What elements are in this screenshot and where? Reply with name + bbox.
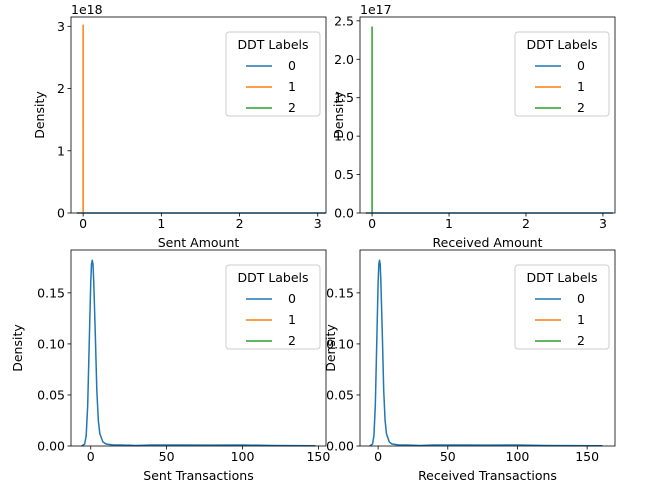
y-tick-label: 0.00 <box>37 439 65 454</box>
offset-text: 1e18 <box>71 2 103 17</box>
y-tick-label: 0.5 <box>334 167 354 182</box>
y-tick-label: 0.0 <box>334 206 354 221</box>
x-tick-label: 0 <box>87 449 95 464</box>
x-tick-label: 1 <box>445 216 453 231</box>
legend: DDT Labels 0 1 2 <box>515 265 609 349</box>
legend-label-1: 1 <box>577 79 585 94</box>
y-tick-label: 0.00 <box>326 439 354 454</box>
x-tick-label: 1 <box>157 216 165 231</box>
x-tick-label: 0 <box>374 449 382 464</box>
legend-label-1: 1 <box>288 312 296 327</box>
x-tick-label: 2 <box>522 216 530 231</box>
y-axis-label: Density <box>10 324 25 372</box>
y-tick-label: 3 <box>57 19 65 34</box>
x-axis-label: Received Transactions <box>418 468 557 483</box>
legend-title: DDT Labels <box>237 37 308 52</box>
legend: DDT Labels 0 1 2 <box>226 265 320 349</box>
legend-label-2: 2 <box>288 100 296 115</box>
y-axis-label: Density <box>32 91 47 139</box>
x-tick-label: 0 <box>79 216 87 231</box>
y-tick-label: 0.15 <box>326 285 354 300</box>
x-axis-label: Received Amount <box>433 235 543 250</box>
x-axis-label: Sent Transactions <box>143 468 253 483</box>
y-tick-label: 0.05 <box>37 387 65 402</box>
y-tick-label: 1 <box>57 143 65 158</box>
x-tick-label: 0 <box>368 216 376 231</box>
x-tick-label: 3 <box>314 216 322 231</box>
legend-title: DDT Labels <box>526 37 597 52</box>
legend-label-0: 0 <box>577 58 585 73</box>
subplot-1: 0 1 2 3 0 1 2 3 1e18 Sent Amount Density DDT Labels… <box>32 2 326 250</box>
y-tick-label: 2.0 <box>334 52 354 67</box>
legend-label-2: 2 <box>288 333 296 348</box>
legend-label-1: 1 <box>288 79 296 94</box>
x-tick-label: 100 <box>231 449 255 464</box>
legend-label-2: 2 <box>577 100 585 115</box>
legend-title: DDT Labels <box>526 270 597 285</box>
x-tick-label: 50 <box>159 449 175 464</box>
x-tick-label: 150 <box>575 449 599 464</box>
offset-text: 1e17 <box>360 2 392 17</box>
y-tick-label: 2 <box>57 81 65 96</box>
x-tick-label: 100 <box>506 449 530 464</box>
y-tick-label: 0.15 <box>37 285 65 300</box>
x-tick-label: 2 <box>236 216 244 231</box>
x-tick-label: 50 <box>440 449 456 464</box>
legend: DDT Labels 0 1 2 <box>515 32 609 116</box>
legend-label-2: 2 <box>577 333 585 348</box>
legend-label-0: 0 <box>577 291 585 306</box>
y-tick-label: 2.5 <box>334 13 354 28</box>
y-tick-label: 0.10 <box>37 336 65 351</box>
y-tick-label: 0.05 <box>326 387 354 402</box>
x-tick-label: 3 <box>599 216 607 231</box>
y-tick-label: 0 <box>57 206 65 221</box>
legend-label-0: 0 <box>288 58 296 73</box>
y-axis-label: Density <box>331 91 346 139</box>
y-axis-label: Density <box>323 324 338 372</box>
legend-label-0: 0 <box>288 291 296 306</box>
legend: DDT Labels 0 1 2 <box>226 32 320 116</box>
legend-label-1: 1 <box>577 312 585 327</box>
x-axis-label: Sent Amount <box>158 235 240 250</box>
legend-title: DDT Labels <box>237 270 308 285</box>
